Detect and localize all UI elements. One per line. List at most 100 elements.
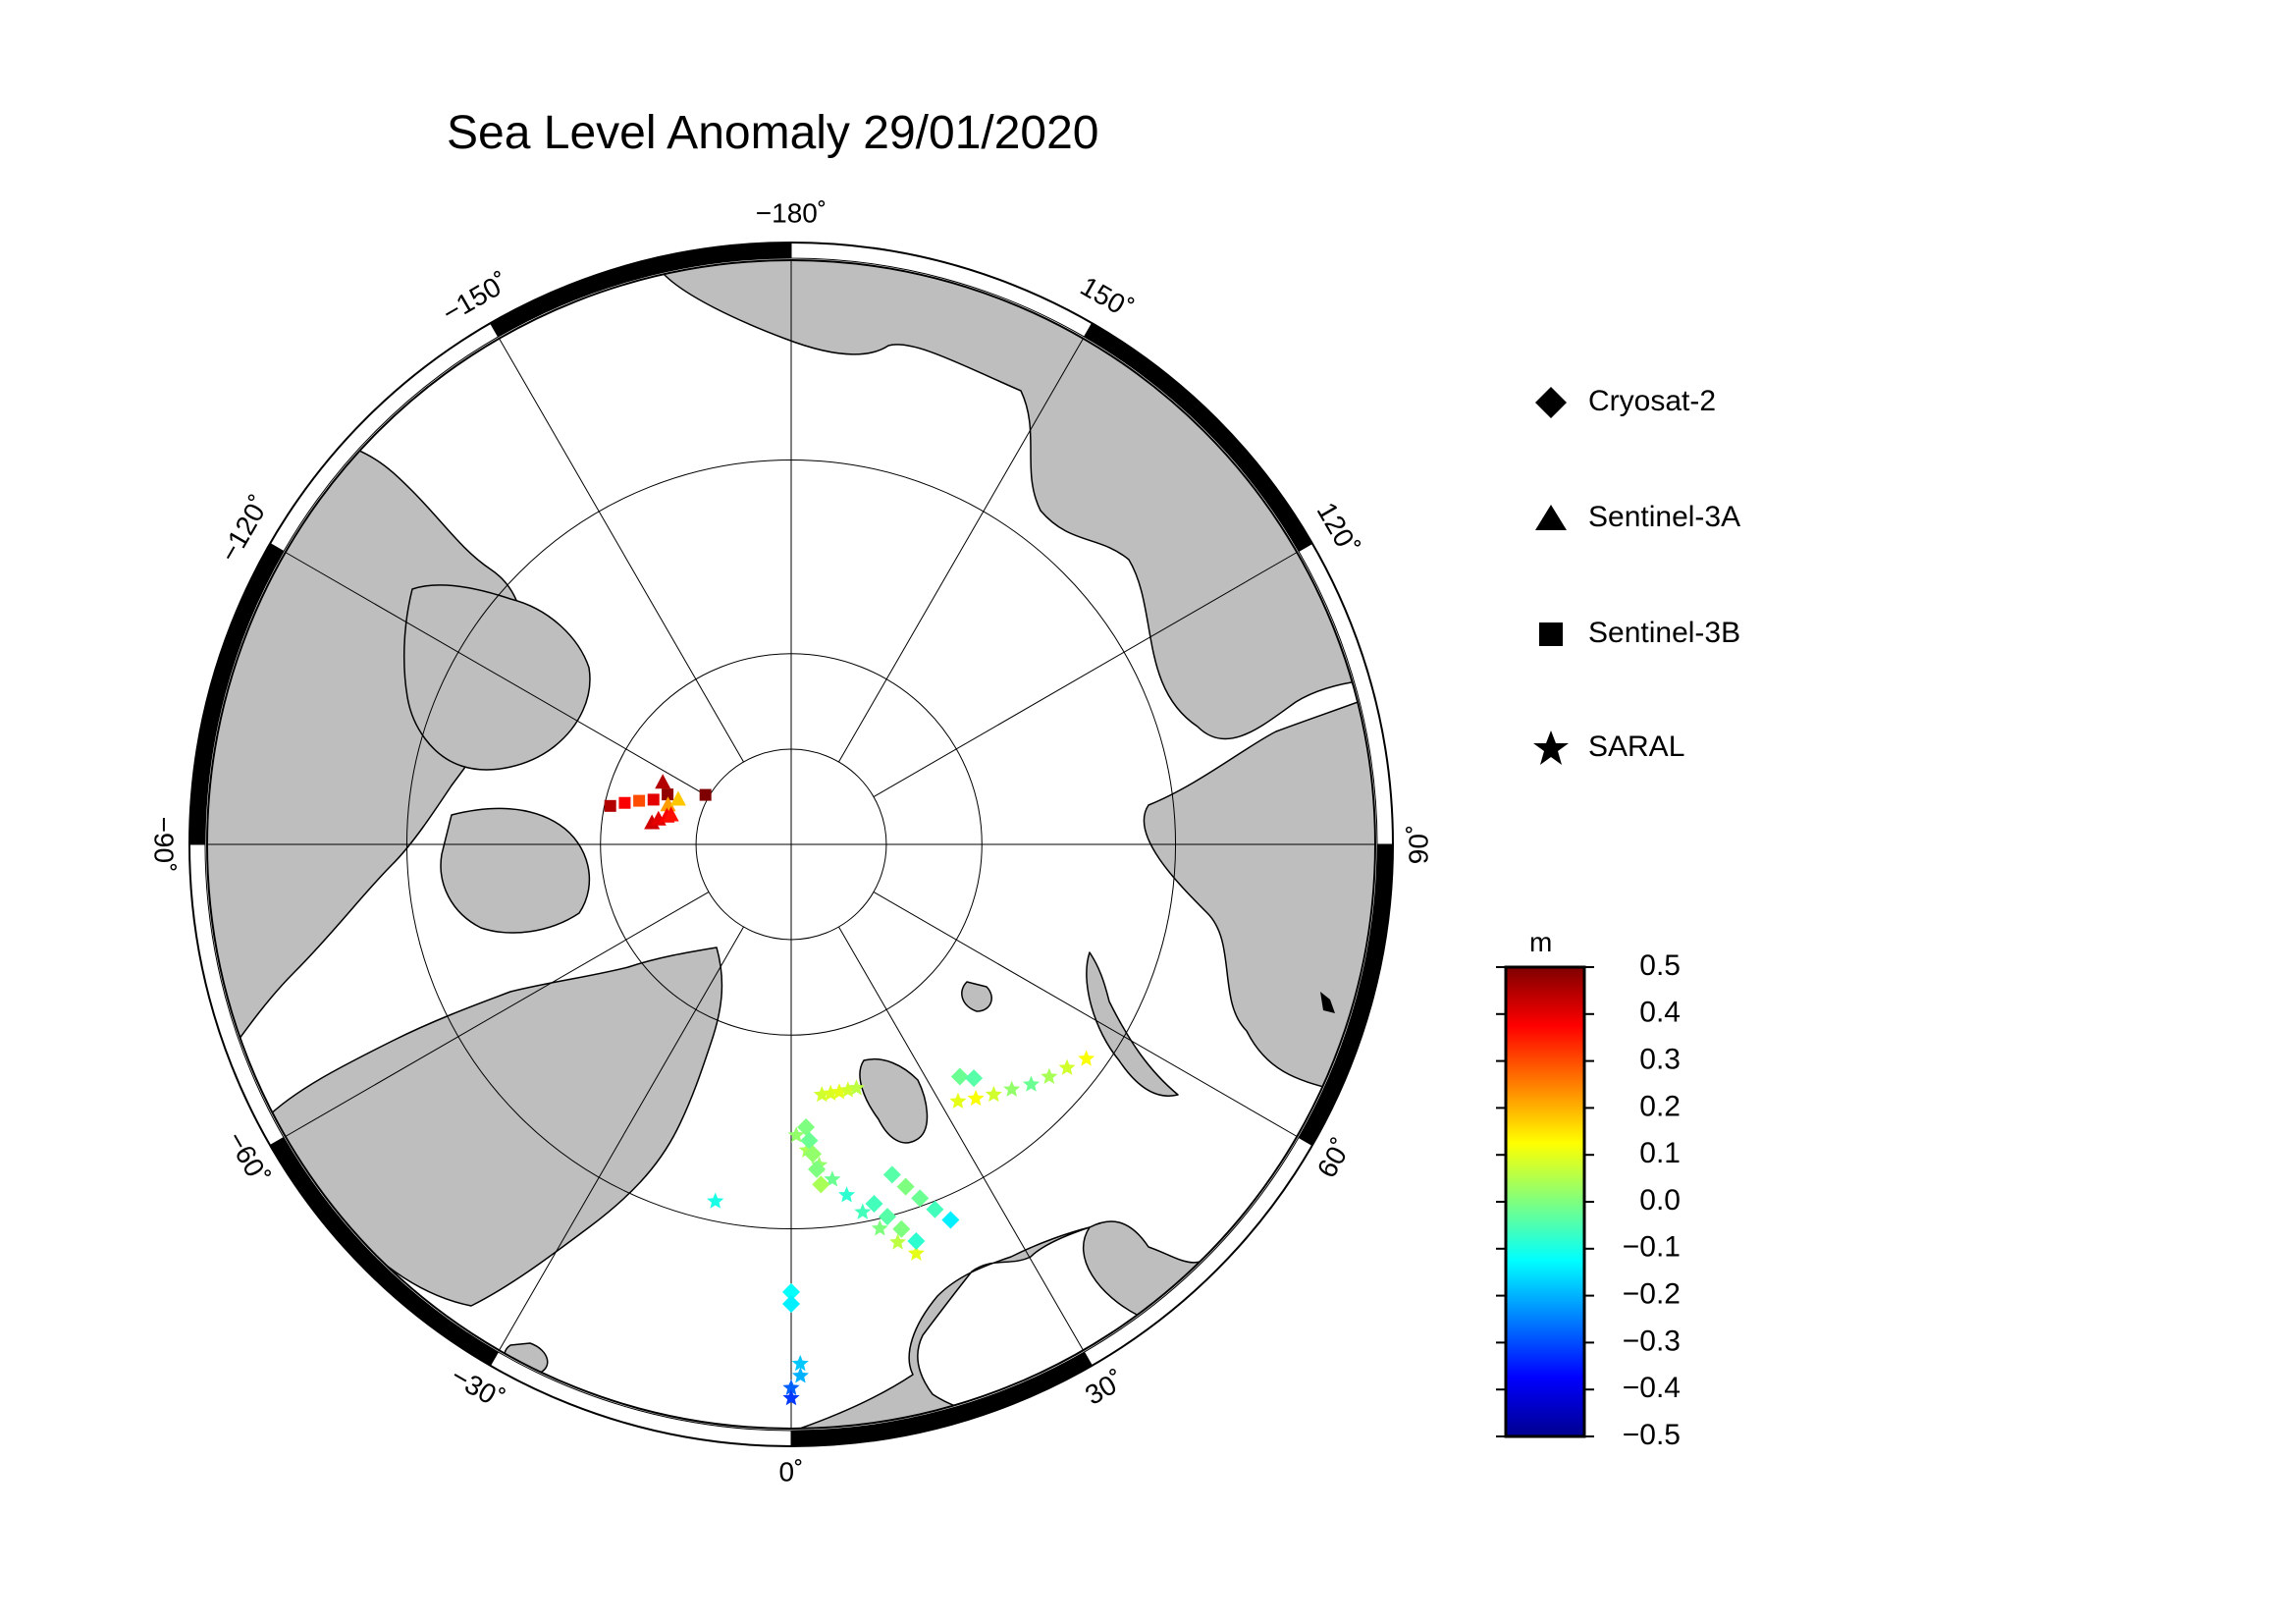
- map-frame: [188, 242, 1394, 1447]
- cryosat-marker: [800, 1131, 819, 1150]
- colorbar-tick-label: −0.1: [1623, 1231, 1681, 1264]
- sentinel-3b-marker: [647, 793, 660, 806]
- meridian-line: [838, 926, 1084, 1351]
- sentinel-3a-marker: [644, 814, 661, 830]
- longitude-label: 60˚: [1311, 1133, 1358, 1183]
- meridian-line: [499, 926, 744, 1351]
- observations: [604, 774, 1095, 1406]
- saral-marker: [967, 1089, 985, 1107]
- land-arctic-islands: [403, 584, 591, 771]
- cryosat-marker: [812, 1175, 830, 1194]
- colorbar-tick-label: 0.1: [1639, 1137, 1681, 1169]
- cryosat-marker: [797, 1118, 816, 1137]
- longitude-label: 90˚: [1403, 825, 1433, 864]
- cryosat-marker: [782, 1294, 800, 1313]
- land-novaya-zemlya: [1086, 951, 1179, 1097]
- saral-marker: [847, 1079, 866, 1096]
- colorbar-tick-label: −0.4: [1623, 1372, 1681, 1404]
- cryosat-marker: [892, 1219, 911, 1238]
- colorbar-tick-label: 0.0: [1639, 1184, 1681, 1217]
- meridian-line: [873, 892, 1298, 1137]
- legend-label: Cryosat-2: [1588, 385, 1717, 417]
- longitude-label: 120˚: [1311, 497, 1365, 560]
- sentinel-3b-marker: [604, 799, 616, 812]
- meridian-line: [499, 338, 744, 763]
- saral-marker: [813, 1086, 830, 1103]
- saral-marker: [1022, 1075, 1041, 1092]
- cryosat-marker: [782, 1282, 800, 1301]
- graticule: [207, 260, 1375, 1429]
- sentinel-3a-marker: [663, 806, 679, 822]
- longitude-label: 0˚: [779, 1456, 804, 1487]
- cryosat-marker: [907, 1231, 926, 1250]
- star-icon: [1533, 730, 1569, 765]
- meridian-line: [838, 338, 1084, 763]
- frame-inner-edge: [206, 259, 1376, 1430]
- sentinel-3b-marker: [618, 796, 631, 809]
- saral-marker: [1003, 1080, 1021, 1097]
- saral-marker: [824, 1170, 841, 1187]
- longitude-label: −180˚: [756, 197, 827, 228]
- saral-marker: [871, 1219, 888, 1236]
- colorbar: 0.5 0.4 0.3 0.2 0.1 0.0 −0.1 −0.2 −0.3 −0.4 −0.5: [1496, 949, 1681, 1451]
- sentinel-3b-marker: [699, 788, 712, 801]
- square-icon: [1539, 622, 1563, 646]
- legend-label: Sentinel-3A: [1588, 501, 1741, 533]
- land-dark-mark: [1320, 992, 1335, 1013]
- cryosat-marker: [882, 1165, 901, 1184]
- saral-marker: [838, 1186, 856, 1203]
- longitude-label: −90˚: [149, 817, 180, 873]
- longitude-label: 150˚: [1076, 271, 1139, 325]
- saral-marker: [791, 1367, 810, 1383]
- colorbar-tick-label: 0.3: [1639, 1044, 1681, 1076]
- meridian-line: [285, 552, 710, 797]
- legend-label: Sentinel-3B: [1588, 617, 1741, 649]
- saral-marker: [1078, 1050, 1095, 1066]
- triangle-icon: [1535, 505, 1567, 530]
- cryosat-marker: [804, 1145, 823, 1163]
- map-title: Sea Level Anomaly 29/01/2020: [447, 107, 1099, 159]
- meridian-line: [285, 892, 710, 1137]
- saral-marker: [782, 1379, 800, 1395]
- colorbar-tick-label: 0.4: [1639, 997, 1681, 1029]
- colorbar-tick-label: 0.2: [1639, 1090, 1681, 1122]
- land-svalbard: [859, 1058, 929, 1144]
- cryosat-marker: [865, 1194, 883, 1213]
- saral-marker: [889, 1233, 907, 1250]
- saral-marker: [1058, 1058, 1076, 1075]
- saral-marker: [791, 1354, 809, 1372]
- cryosat-marker: [808, 1160, 827, 1178]
- legend-label: SARAL: [1588, 730, 1685, 763]
- saral-marker: [985, 1085, 1002, 1103]
- colorbar-ticks: 0.5 0.4 0.3 0.2 0.1 0.0 −0.1 −0.2 −0.3 −0.4 −0.5: [1496, 949, 1681, 1451]
- saral-marker: [787, 1126, 805, 1143]
- colorbar-bar: [1504, 965, 1586, 1438]
- sentinel-3b-marker: [662, 788, 674, 801]
- colorbar-unit: m: [1529, 927, 1553, 957]
- cryosat-marker: [941, 1211, 960, 1229]
- sentinel-3a-marker: [669, 790, 686, 806]
- cryosat-marker: [926, 1200, 944, 1218]
- land-franz-josef: [961, 981, 992, 1012]
- land-ellesmere: [440, 807, 591, 934]
- longitude-label: 30˚: [1080, 1365, 1130, 1411]
- diamond-icon: [1535, 387, 1567, 418]
- saral-marker: [907, 1244, 925, 1261]
- colorbar-tick-label: −0.2: [1623, 1278, 1681, 1311]
- cryosat-marker: [965, 1069, 984, 1088]
- colorbar-tick-label: −0.5: [1623, 1419, 1681, 1451]
- saral-marker: [854, 1203, 872, 1219]
- saral-marker: [949, 1092, 967, 1109]
- saral-marker: [782, 1388, 800, 1406]
- cryosat-marker: [879, 1208, 897, 1226]
- saral-marker: [1041, 1067, 1058, 1084]
- saral-marker: [707, 1192, 724, 1209]
- colorbar-tick-label: −0.3: [1623, 1325, 1681, 1357]
- cryosat-marker: [896, 1177, 915, 1196]
- meridian-line: [873, 552, 1298, 797]
- colorbar-tick-label: 0.5: [1639, 949, 1681, 982]
- frame-outer-edge: [188, 242, 1394, 1447]
- cryosat-marker: [911, 1189, 930, 1208]
- sentinel-3a-marker: [660, 796, 676, 812]
